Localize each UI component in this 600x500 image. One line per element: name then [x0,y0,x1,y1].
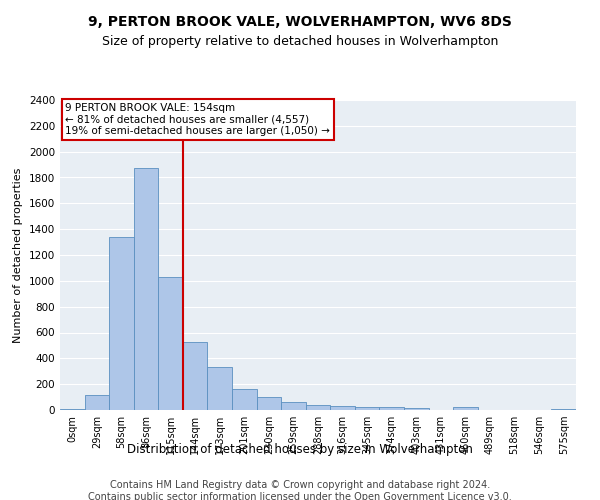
Bar [355,407,379,410]
Bar [404,408,428,410]
Bar [281,402,306,410]
Bar [257,397,281,410]
Bar [134,168,158,410]
Text: Contains public sector information licensed under the Open Government Licence v3: Contains public sector information licen… [88,492,512,500]
Text: Contains HM Land Registry data © Crown copyright and database right 2024.: Contains HM Land Registry data © Crown c… [110,480,490,490]
Bar [183,342,208,410]
Bar [158,277,183,410]
Text: 9, PERTON BROOK VALE, WOLVERHAMPTON, WV6 8DS: 9, PERTON BROOK VALE, WOLVERHAMPTON, WV6… [88,15,512,29]
Bar [60,408,85,410]
Bar [379,408,404,410]
Bar [453,408,478,410]
Bar [232,390,257,410]
Text: Distribution of detached houses by size in Wolverhampton: Distribution of detached houses by size … [127,442,473,456]
Bar [208,368,232,410]
Bar [85,394,109,410]
Y-axis label: Number of detached properties: Number of detached properties [13,168,23,342]
Text: Size of property relative to detached houses in Wolverhampton: Size of property relative to detached ho… [102,35,498,48]
Text: 9 PERTON BROOK VALE: 154sqm
← 81% of detached houses are smaller (4,557)
19% of : 9 PERTON BROOK VALE: 154sqm ← 81% of det… [65,103,330,136]
Bar [306,405,330,410]
Bar [109,237,134,410]
Bar [330,406,355,410]
Bar [551,408,576,410]
